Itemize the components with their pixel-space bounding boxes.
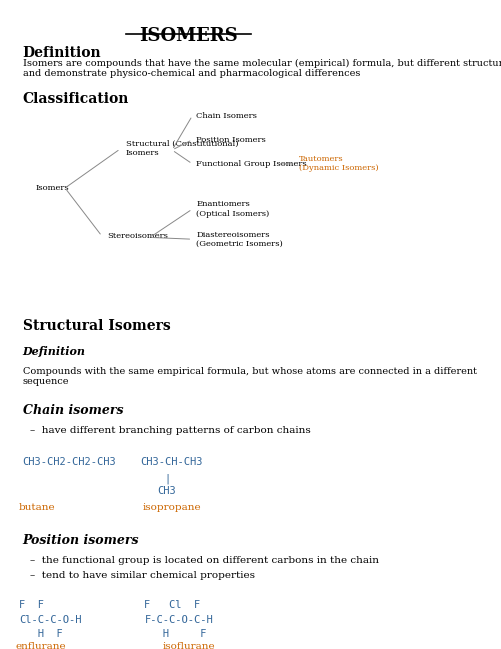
Text: enflurane: enflurane bbox=[16, 642, 66, 649]
Text: CH3: CH3 bbox=[157, 486, 176, 496]
Text: Position isomers: Position isomers bbox=[23, 534, 139, 547]
Text: Stereoisomers: Stereoisomers bbox=[107, 232, 168, 240]
Text: –  have different branching patterns of carbon chains: – have different branching patterns of c… bbox=[30, 426, 310, 435]
Text: H  F: H F bbox=[19, 628, 63, 639]
Text: Structural Isomers: Structural Isomers bbox=[23, 319, 170, 333]
Text: CH3-CH-CH3: CH3-CH-CH3 bbox=[140, 458, 203, 467]
Text: Enantiomers
(Optical Isomers): Enantiomers (Optical Isomers) bbox=[196, 201, 269, 217]
Text: Cl-C-C-O-H: Cl-C-C-O-H bbox=[19, 615, 81, 625]
Text: Diastereoisomers
(Geometric Isomers): Diastereoisomers (Geometric Isomers) bbox=[196, 230, 282, 248]
Text: Functional Group Isomers: Functional Group Isomers bbox=[196, 160, 306, 168]
Text: Structural (Constitutional)
Isomers: Structural (Constitutional) Isomers bbox=[126, 140, 238, 158]
Text: Position Isomers: Position Isomers bbox=[196, 136, 265, 144]
Text: Definition: Definition bbox=[23, 347, 86, 358]
Text: F  F: F F bbox=[19, 600, 44, 609]
Text: Chain isomers: Chain isomers bbox=[23, 404, 123, 417]
Text: Classification: Classification bbox=[23, 92, 129, 106]
Text: Isomers: Isomers bbox=[35, 184, 69, 192]
Text: Isomers are compounds that have the same molecular (empirical) formula, but diff: Isomers are compounds that have the same… bbox=[23, 58, 501, 78]
Text: isopropane: isopropane bbox=[142, 502, 201, 511]
Text: Definition: Definition bbox=[23, 46, 101, 60]
Text: Chain Isomers: Chain Isomers bbox=[196, 112, 257, 119]
Text: F-C-C-O-C-H: F-C-C-O-C-H bbox=[144, 615, 213, 625]
Text: –  the functional group is located on different carbons in the chain: – the functional group is located on dif… bbox=[30, 556, 378, 565]
Text: H     F: H F bbox=[144, 628, 206, 639]
Text: F   Cl  F: F Cl F bbox=[144, 600, 200, 609]
Text: butane: butane bbox=[19, 502, 56, 511]
Text: Tautomers
(Dynamic Isomers): Tautomers (Dynamic Isomers) bbox=[299, 155, 378, 173]
Text: Compounds with the same empirical formula, but whose atoms are connected in a di: Compounds with the same empirical formul… bbox=[23, 367, 475, 386]
Text: isoflurane: isoflurane bbox=[162, 642, 214, 649]
Text: ISOMERS: ISOMERS bbox=[139, 27, 237, 45]
Text: |: | bbox=[164, 473, 171, 484]
Text: –  tend to have similar chemical properties: – tend to have similar chemical properti… bbox=[30, 571, 255, 580]
Text: CH3-CH2-CH2-CH3: CH3-CH2-CH2-CH3 bbox=[23, 458, 116, 467]
